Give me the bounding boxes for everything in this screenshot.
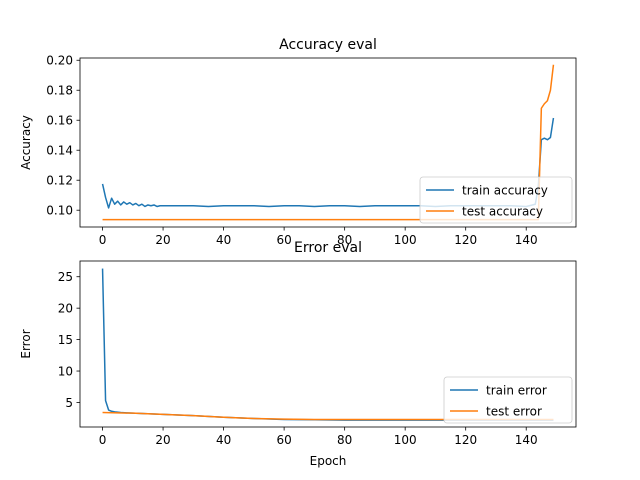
error-chart: 0 20 40 60 80 100 120 140 5 10 15 20 25 Error eval Err… bbox=[19, 240, 577, 468]
accuracy-y-tick-label: 0.20 bbox=[46, 54, 73, 68]
error-y-tick-label: 15 bbox=[58, 333, 73, 347]
error-y-axis-label: Error bbox=[19, 329, 33, 358]
accuracy-legend-label-train: train accuracy bbox=[462, 184, 548, 198]
error-x-tick-label: 80 bbox=[337, 433, 352, 447]
accuracy-x-tick-label: 60 bbox=[276, 233, 291, 247]
accuracy-x-tick-label: 40 bbox=[216, 233, 231, 247]
error-y-tick-label: 5 bbox=[65, 396, 73, 410]
accuracy-y-tick-label: 0.16 bbox=[46, 114, 73, 128]
error-x-tick-label: 60 bbox=[276, 433, 291, 447]
error-x-axis-label: Epoch bbox=[310, 454, 347, 468]
accuracy-chart-title: Accuracy eval bbox=[279, 37, 377, 53]
error-x-tick-label: 120 bbox=[454, 433, 477, 447]
error-legend-label-test: test error bbox=[486, 405, 542, 419]
error-x-tick-label: 20 bbox=[155, 433, 170, 447]
accuracy-y-tick-label: 0.18 bbox=[46, 84, 73, 98]
error-legend: train error test error bbox=[443, 376, 573, 424]
accuracy-chart: 0 20 40 60 80 100 120 140 0.10 0.12 0.14 0.16 0.18 0.… bbox=[19, 37, 577, 247]
error-legend-label-train: train error bbox=[486, 384, 547, 398]
error-axes-frame bbox=[79, 260, 577, 428]
accuracy-legend-label-test: test accuracy bbox=[462, 205, 543, 219]
accuracy-y-axis-label: Accuracy bbox=[19, 115, 33, 170]
accuracy-y-tick-label: 0.14 bbox=[46, 144, 73, 158]
accuracy-x-tick-label: 20 bbox=[155, 233, 170, 247]
accuracy-x-tick-label: 0 bbox=[99, 233, 107, 247]
accuracy-legend-box bbox=[419, 176, 573, 224]
accuracy-y-tick-label: 0.10 bbox=[46, 204, 73, 218]
accuracy-y-tick-label: 0.12 bbox=[46, 174, 73, 188]
error-y-tick-label: 25 bbox=[58, 270, 73, 284]
accuracy-legend: train accuracy test accuracy bbox=[419, 176, 573, 224]
error-x-tick-label: 0 bbox=[99, 433, 107, 447]
accuracy-x-tick-label: 100 bbox=[394, 233, 417, 247]
accuracy-x-tick-label: 80 bbox=[337, 233, 352, 247]
error-x-tick-label: 40 bbox=[216, 433, 231, 447]
error-y-tick-label: 10 bbox=[58, 365, 73, 379]
accuracy-x-tick-label: 120 bbox=[454, 233, 477, 247]
error-y-tick-label: 20 bbox=[58, 302, 73, 316]
accuracy-x-tick-label: 140 bbox=[515, 233, 538, 247]
accuracy-axes-frame bbox=[79, 57, 577, 228]
error-chart-title: Error eval bbox=[294, 240, 362, 256]
error-x-tick-label: 100 bbox=[394, 433, 417, 447]
error-x-tick-label: 140 bbox=[515, 433, 538, 447]
